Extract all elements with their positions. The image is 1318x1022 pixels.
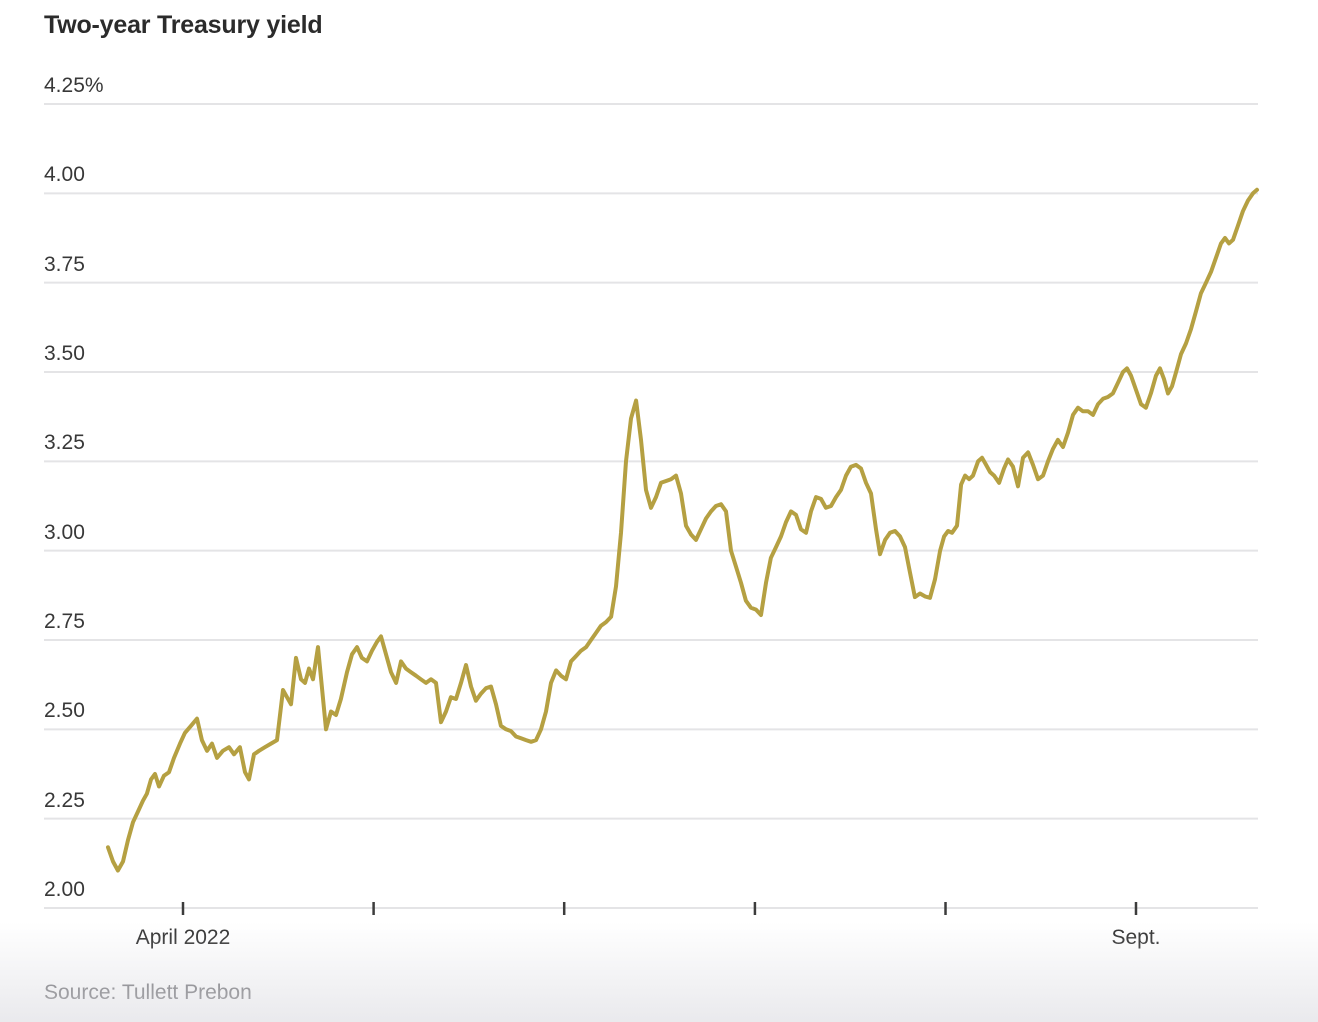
x-axis-label: Sept. — [1111, 926, 1161, 949]
y-axis-label: 3.50 — [44, 342, 85, 365]
y-axis-label: 2.50 — [44, 699, 85, 723]
y-axis-label: 2.25 — [44, 788, 85, 812]
source-note: Source: Tullett Prebon — [44, 981, 252, 1004]
y-axis-label: 3.25 — [44, 431, 85, 455]
y-axis-label: 4.25% — [44, 74, 104, 97]
x-axis-label: April 2022 — [135, 926, 231, 949]
yield-line — [106, 187, 1259, 873]
y-axis-label: 4.00 — [44, 163, 85, 187]
y-axis-label: 3.00 — [44, 520, 85, 544]
chart-title: Two-year Treasury yield — [44, 11, 323, 39]
y-axis-label: 3.75 — [44, 252, 85, 276]
y-axis-label: 2.75 — [44, 610, 85, 633]
y-axis-label: 2.00 — [44, 878, 85, 901]
